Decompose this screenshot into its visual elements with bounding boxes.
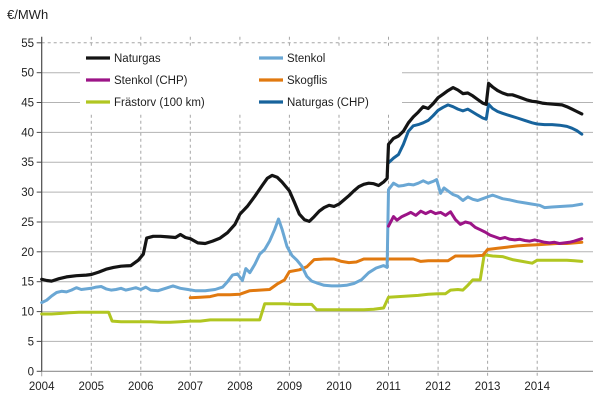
legend-label-frastorv: Frästorv (100 km) xyxy=(114,97,205,109)
legend-background xyxy=(80,46,402,114)
x-tick-label: 2008 xyxy=(227,381,253,393)
legend-label-stenkol: Stenkol xyxy=(287,53,325,65)
x-tick-label: 2011 xyxy=(376,381,401,393)
y-tick-label: 55 xyxy=(21,38,34,50)
x-tick-label: 2012 xyxy=(425,381,451,393)
series-line-frastorv xyxy=(40,253,584,324)
x-tick-label: 2009 xyxy=(277,381,303,393)
y-tick-label: 30 xyxy=(21,187,34,199)
legend-label-naturgas_chp: Naturgas (CHP) xyxy=(287,97,369,109)
x-tick-label: 2014 xyxy=(524,381,550,393)
y-tick-label: 0 xyxy=(28,366,34,378)
y-tick-label: 15 xyxy=(21,277,34,289)
x-tick-label: 2007 xyxy=(178,381,204,393)
x-tick-label: 2006 xyxy=(128,381,154,393)
series-line-naturgas xyxy=(40,81,584,283)
y-axis-unit-label: €/MWh xyxy=(7,7,49,22)
series-line-stenkol xyxy=(40,178,584,305)
y-tick-label: 45 xyxy=(21,98,34,110)
y-tick-label: 20 xyxy=(21,247,34,259)
y-tick-label: 10 xyxy=(21,307,34,319)
x-tick-label: 2005 xyxy=(79,381,105,393)
y-tick-label: 50 xyxy=(21,68,34,80)
legend-label-skogflis: Skogflis xyxy=(287,75,328,87)
x-tick-label: 2013 xyxy=(475,381,501,393)
y-tick-label: 25 xyxy=(21,217,34,229)
y-tick-label: 5 xyxy=(28,336,34,348)
series-line-stenkol_chp xyxy=(387,209,584,245)
y-tick-label: 35 xyxy=(21,157,34,169)
y-tick-label: 40 xyxy=(21,127,34,139)
x-tick-label: 2004 xyxy=(29,381,55,393)
legend-label-naturgas: Naturgas xyxy=(114,53,161,65)
series-line-naturgas_chp xyxy=(387,102,584,165)
x-tick-label: 2010 xyxy=(326,381,352,393)
series-line-skogflis xyxy=(188,240,584,300)
legend-label-stenkol_chp: Stenkol (CHP) xyxy=(114,75,188,87)
